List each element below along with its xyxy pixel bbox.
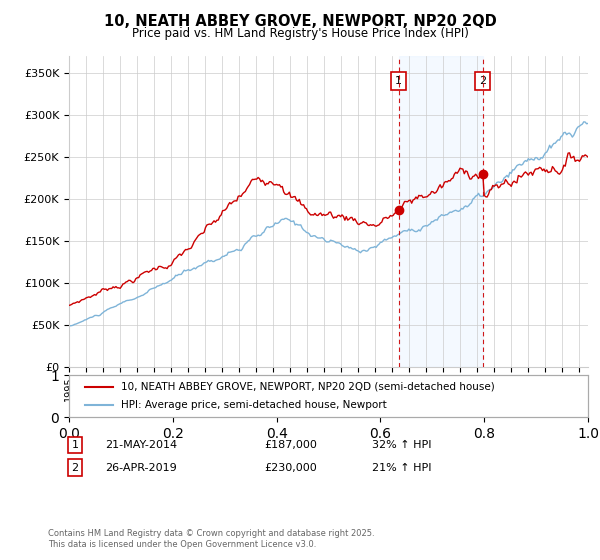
Text: 21-MAY-2014: 21-MAY-2014 [105, 440, 177, 450]
Text: 26-APR-2019: 26-APR-2019 [105, 463, 177, 473]
Text: £230,000: £230,000 [264, 463, 317, 473]
Text: 32% ↑ HPI: 32% ↑ HPI [372, 440, 431, 450]
Text: Contains HM Land Registry data © Crown copyright and database right 2025.
This d: Contains HM Land Registry data © Crown c… [48, 529, 374, 549]
Text: 21% ↑ HPI: 21% ↑ HPI [372, 463, 431, 473]
Text: 10, NEATH ABBEY GROVE, NEWPORT, NP20 2QD: 10, NEATH ABBEY GROVE, NEWPORT, NP20 2QD [104, 14, 496, 29]
Text: £187,000: £187,000 [264, 440, 317, 450]
Text: 2: 2 [479, 76, 487, 86]
Text: HPI: Average price, semi-detached house, Newport: HPI: Average price, semi-detached house,… [121, 400, 386, 410]
Text: 2: 2 [71, 463, 79, 473]
Text: 1: 1 [395, 76, 402, 86]
Text: 1: 1 [71, 440, 79, 450]
Text: Price paid vs. HM Land Registry's House Price Index (HPI): Price paid vs. HM Land Registry's House … [131, 27, 469, 40]
Text: 10, NEATH ABBEY GROVE, NEWPORT, NP20 2QD (semi-detached house): 10, NEATH ABBEY GROVE, NEWPORT, NP20 2QD… [121, 382, 494, 392]
Bar [399, 56, 483, 367]
